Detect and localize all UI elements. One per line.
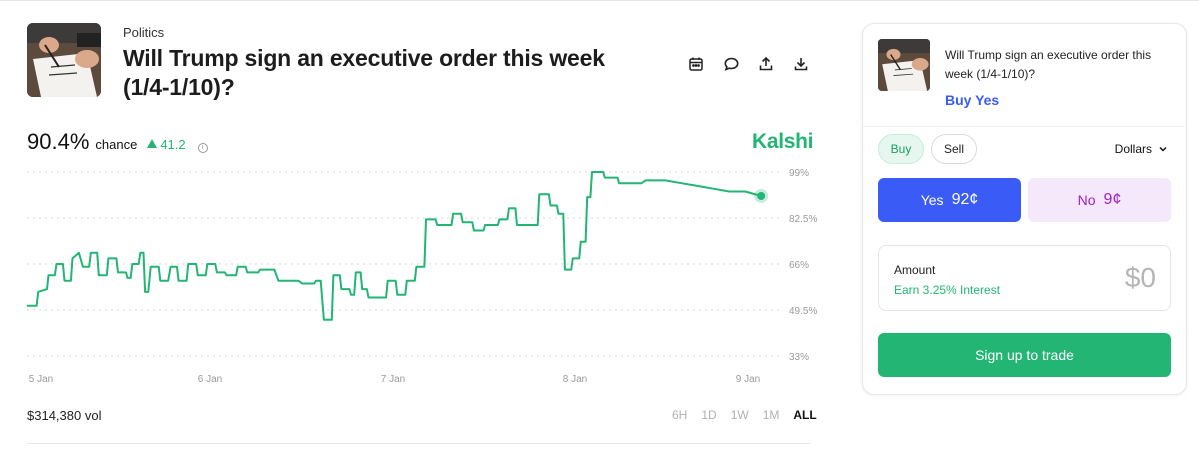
info-icon[interactable]: i (197, 143, 208, 153)
sell-tab[interactable]: Sell (931, 134, 977, 164)
chance-summary: 90.4% chance 41.2 i (27, 129, 208, 155)
currency-dropdown[interactable]: Dollars (1115, 142, 1168, 156)
no-price: 9¢ (1103, 191, 1122, 208)
no-label: No (1077, 192, 1096, 208)
calendar-icon[interactable] (686, 54, 706, 74)
chevron-down-icon (1159, 146, 1167, 152)
delta-value: 41.2 (160, 137, 186, 152)
x-tick-label: 7 Jan (381, 374, 405, 385)
y-tick-label: 82.5% (789, 214, 817, 225)
range-tab-1m[interactable]: 1M (762, 408, 780, 422)
amount-label: Amount (894, 263, 936, 277)
trade-card: Will Trump sign an executive order this … (862, 23, 1187, 395)
yes-price: 92¢ (951, 191, 979, 208)
top-divider (0, 0, 1199, 1)
y-tick-label: 33% (789, 352, 809, 363)
bottom-divider (27, 443, 810, 444)
buy-tab[interactable]: Buy (878, 134, 924, 164)
yes-button[interactable]: Yes 92¢ (878, 178, 1021, 222)
triangle-up-icon (147, 139, 158, 148)
x-tick-label: 9 Jan (736, 374, 760, 385)
download-icon[interactable] (791, 54, 811, 74)
y-tick-label: 99% (789, 168, 809, 179)
currency-label: Dollars (1114, 142, 1152, 156)
chance-label: chance (95, 137, 138, 152)
y-tick-label: 49.5% (789, 306, 817, 317)
no-button[interactable]: No 9¢ (1028, 178, 1171, 222)
card-divider (863, 126, 1186, 127)
volume-label: $314,380 vol (27, 408, 102, 423)
range-tab-all[interactable]: ALL (793, 408, 817, 422)
x-tick-label: 5 Jan (29, 374, 53, 385)
selected-outcome: Buy Yes (945, 92, 1000, 108)
market-title: Will Trump sign an executive order this … (123, 45, 605, 100)
range-tabs: 6H 1D 1W 1M ALL (672, 408, 817, 422)
share-icon[interactable] (756, 54, 776, 74)
card-thumbnail (878, 39, 930, 91)
chance-delta: 41.2 (147, 137, 186, 152)
range-tab-6h[interactable]: 6H (672, 408, 688, 422)
yes-label: Yes (920, 192, 944, 208)
range-tab-1w[interactable]: 1W (730, 408, 749, 422)
x-tick-label: 8 Jan (563, 374, 587, 385)
y-tick-label: 66% (789, 260, 809, 271)
amount-value: $0 (1124, 262, 1156, 293)
source-logo: Kalshi (752, 130, 814, 153)
price-chart[interactable]: 99% 82.5% 66% 49.5% 33% 5 Jan 6 Jan 7 Jan 8 Jan 9… (0, 0, 860, 400)
series-line (27, 171, 762, 321)
current-point (757, 191, 766, 200)
interest-label: Earn 3.25% Interest (894, 283, 1001, 297)
market-thumbnail (27, 23, 101, 97)
card-title: Will Trump sign an executive order this … (945, 48, 1152, 81)
market-category[interactable]: Politics (123, 25, 165, 40)
comment-icon[interactable] (721, 54, 741, 74)
x-tick-label: 6 Jan (198, 374, 222, 385)
signup-button[interactable]: Sign up to trade (878, 333, 1171, 377)
chance-value: 90.4% (27, 129, 90, 154)
range-tab-1d[interactable]: 1D (701, 408, 717, 422)
amount-input[interactable]: Amount Earn 3.25% Interest $0 (878, 245, 1171, 311)
header-actions (686, 54, 811, 74)
